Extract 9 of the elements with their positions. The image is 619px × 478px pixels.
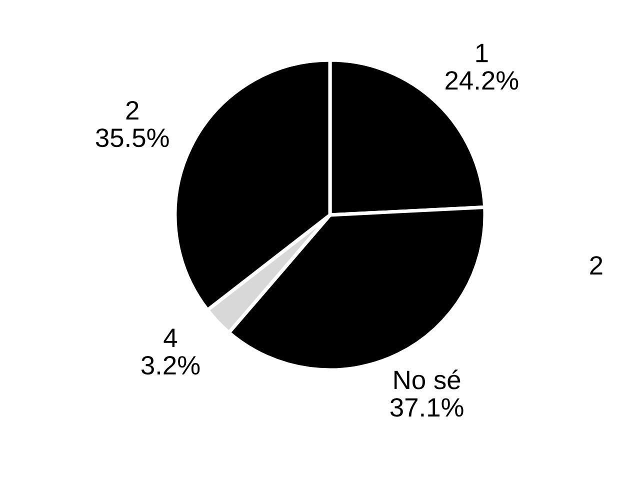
data-label: 3.2% (141, 356, 200, 375)
data-label: 24.2% (446, 71, 518, 90)
data-label: 35.5% (96, 128, 169, 148)
slice-label: 1 (476, 44, 488, 62)
slice-label: 4 (164, 328, 178, 347)
slice-label: No sé (394, 370, 460, 390)
text: 2 (590, 256, 602, 275)
data-label: 37.1% (390, 398, 464, 417)
slice-label: 2 (126, 101, 138, 120)
